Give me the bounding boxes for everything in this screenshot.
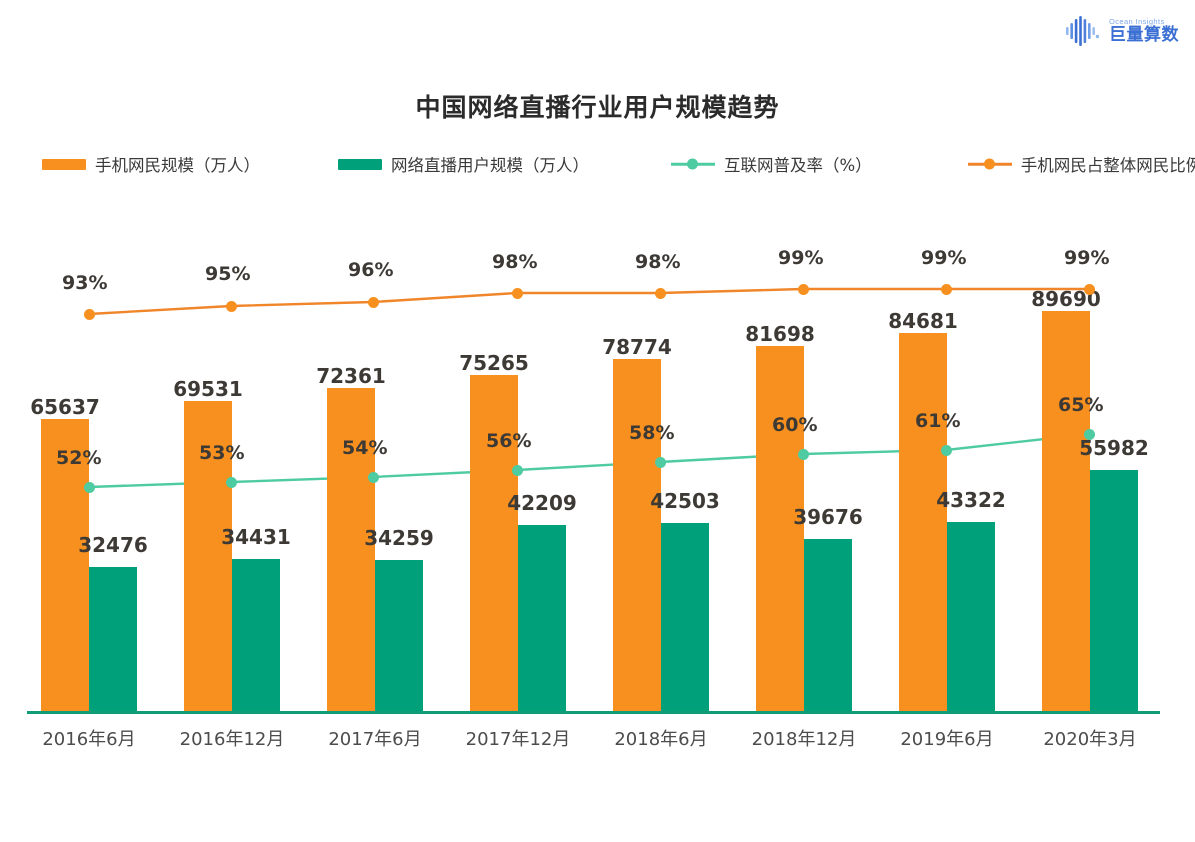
legend-item-internet-penetration-rate[interactable]: 互联网普及率（%） xyxy=(671,152,872,176)
x-axis-label: 2017年12月 xyxy=(465,729,571,750)
bar-green[interactable] xyxy=(947,522,995,711)
bar-green[interactable] xyxy=(375,560,423,711)
x-axis-line xyxy=(27,711,1160,714)
pct-label-mobile-share: 96% xyxy=(348,259,394,281)
bar-value-label-orange: 81698 xyxy=(745,322,815,346)
bar-value-label-green: 42503 xyxy=(650,489,720,513)
pct-label-penetration: 60% xyxy=(772,414,818,436)
legend-item-live-stream-user-scale[interactable]: 网络直播用户规模（万人） xyxy=(338,152,589,176)
legend-label: 手机网民占整体网民比例（%） xyxy=(1020,156,1195,175)
bar-green[interactable] xyxy=(232,559,280,711)
line-point-penetration[interactable] xyxy=(225,476,237,488)
bar-value-label-green: 32476 xyxy=(78,533,148,557)
pct-label-penetration: 53% xyxy=(199,442,245,464)
bar-value-label-orange: 84681 xyxy=(888,309,958,333)
brand-logo: Ocean Insights 巨量算数 xyxy=(1064,14,1179,48)
legend-item-mobile-netizen-scale[interactable]: 手机网民规模（万人） xyxy=(42,152,260,176)
line-point-mobile-share[interactable] xyxy=(225,300,237,312)
bar-orange[interactable] xyxy=(327,388,375,711)
line-point-mobile-share[interactable] xyxy=(654,287,666,299)
line-point-penetration[interactable] xyxy=(940,444,952,456)
bar-green[interactable] xyxy=(1090,470,1138,711)
bar-value-label-orange: 89690 xyxy=(1031,287,1101,311)
x-axis-label: 2017年6月 xyxy=(328,729,422,750)
logo-name: 巨量算数 xyxy=(1109,25,1179,46)
bar-value-label-orange: 65637 xyxy=(30,395,100,419)
x-axis-label: 2019年6月 xyxy=(900,729,994,750)
bar-value-label-green: 43322 xyxy=(936,488,1006,512)
bar-value-label-orange: 78774 xyxy=(602,335,672,359)
bar-green[interactable] xyxy=(89,567,137,711)
x-axis-label: 2018年12月 xyxy=(751,729,857,750)
x-axis-label: 2018年6月 xyxy=(614,729,708,750)
pct-label-mobile-share: 93% xyxy=(62,272,108,294)
legend-label: 网络直播用户规模（万人） xyxy=(391,156,589,175)
bar-green[interactable] xyxy=(804,539,852,711)
pct-label-mobile-share: 98% xyxy=(492,251,538,273)
x-axis-label: 2016年12月 xyxy=(179,729,285,750)
bar-orange[interactable] xyxy=(1042,311,1090,711)
legend-label: 互联网普及率（%） xyxy=(724,156,872,175)
pct-label-penetration: 61% xyxy=(915,410,961,432)
chart-title: 中国网络直播行业用户规模趋势 xyxy=(415,93,780,122)
legend-swatch-line-green xyxy=(671,158,715,170)
pct-label-penetration: 52% xyxy=(56,447,102,469)
bar-orange[interactable] xyxy=(613,359,661,711)
pct-label-penetration: 56% xyxy=(486,430,532,452)
pct-label-mobile-share: 95% xyxy=(205,263,251,285)
bar-value-label-green: 34431 xyxy=(221,525,291,549)
legend-item-mobile-share-of-netizens[interactable]: 手机网民占整体网民比例（%） xyxy=(967,152,1195,176)
pct-label-penetration: 54% xyxy=(342,437,388,459)
bar-value-label-orange: 72361 xyxy=(316,364,386,388)
legend-swatch-bar-orange xyxy=(42,158,86,170)
pct-label-penetration: 65% xyxy=(1058,394,1104,416)
chart-legend: 手机网民规模（万人） 网络直播用户规模（万人） 互联网普及率（%） 手机网民占整… xyxy=(30,152,1195,176)
line-point-mobile-share[interactable] xyxy=(797,283,809,295)
bar-orange[interactable] xyxy=(899,333,947,711)
legend-label: 手机网民规模（万人） xyxy=(95,156,260,175)
bar-value-label-green: 55982 xyxy=(1079,436,1149,460)
logo-subtitle: Ocean Insights xyxy=(1109,16,1165,26)
line-point-mobile-share[interactable] xyxy=(511,287,523,299)
bar-green[interactable] xyxy=(661,523,709,711)
x-axis-label: 2016年6月 xyxy=(42,729,136,750)
bar-value-label-green: 42209 xyxy=(507,491,577,515)
bar-value-label-orange: 75265 xyxy=(459,351,529,375)
bar-green[interactable] xyxy=(518,525,566,711)
line-point-penetration[interactable] xyxy=(654,456,666,468)
pct-label-penetration: 58% xyxy=(629,422,675,444)
legend-swatch-bar-green xyxy=(338,158,382,170)
line-point-mobile-share[interactable] xyxy=(83,308,95,320)
line-point-penetration[interactable] xyxy=(511,464,523,476)
line-point-penetration[interactable] xyxy=(367,471,379,483)
bar-value-label-green: 39676 xyxy=(793,505,863,529)
bar-orange[interactable] xyxy=(184,401,232,711)
line-point-penetration[interactable] xyxy=(1083,428,1095,440)
x-axis-label: 2020年3月 xyxy=(1043,729,1137,750)
line-point-mobile-share[interactable] xyxy=(940,283,952,295)
legend-swatch-line-orange xyxy=(967,158,1012,170)
bar-orange[interactable] xyxy=(470,375,518,711)
bar-value-label-green: 34259 xyxy=(364,526,434,550)
pct-label-mobile-share: 99% xyxy=(778,247,824,269)
line-point-mobile-share[interactable] xyxy=(367,296,379,308)
line-point-mobile-share[interactable] xyxy=(1083,283,1095,295)
bar-orange[interactable] xyxy=(41,419,89,711)
pct-label-mobile-share: 99% xyxy=(1064,247,1110,269)
line-point-penetration[interactable] xyxy=(83,481,95,493)
line-point-penetration[interactable] xyxy=(797,448,809,460)
bar-orange[interactable] xyxy=(756,346,804,711)
bar-value-label-orange: 69531 xyxy=(173,377,243,401)
pct-label-mobile-share: 98% xyxy=(635,251,681,273)
bar-chart-circle-icon xyxy=(1066,16,1100,46)
pct-label-mobile-share: 99% xyxy=(921,247,967,269)
